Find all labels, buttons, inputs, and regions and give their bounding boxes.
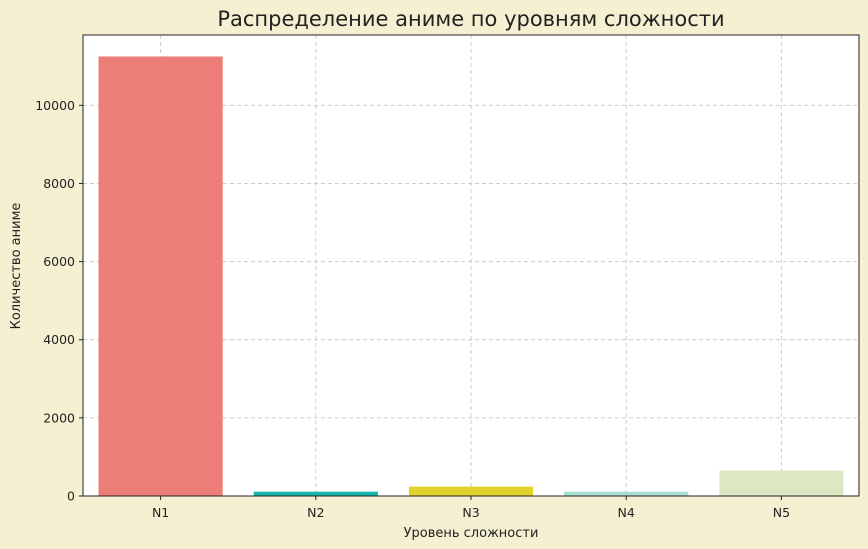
x-axis-ticks: N1 N2 N3 N4 N5 [152, 496, 790, 520]
y-tick-label: 6000 [43, 254, 75, 269]
y-tick-label: 0 [67, 489, 75, 504]
x-tick-label: N1 [152, 505, 169, 520]
y-axis-label: Количество аниме [9, 203, 24, 330]
y-tick-label: 10000 [35, 98, 75, 113]
bar-n3 [408, 486, 534, 496]
x-tick-label: N2 [307, 505, 324, 520]
x-tick-label: N5 [773, 505, 790, 520]
x-axis-label: Уровень сложности [404, 526, 539, 541]
y-tick-label: 8000 [43, 176, 75, 191]
x-tick-label: N4 [618, 505, 635, 520]
bar-n5 [719, 470, 844, 496]
y-axis-ticks: 0 2000 4000 6000 8000 10000 [35, 98, 83, 504]
bars [98, 56, 844, 496]
y-tick-label: 2000 [43, 410, 75, 425]
x-tick-label: N3 [462, 505, 479, 520]
bar-n2 [253, 491, 378, 496]
y-tick-label: 4000 [43, 332, 75, 347]
chart-title: Распределение аниме по уровням сложности [217, 7, 724, 31]
bar-n4 [564, 491, 689, 496]
bar-n1 [98, 56, 223, 496]
